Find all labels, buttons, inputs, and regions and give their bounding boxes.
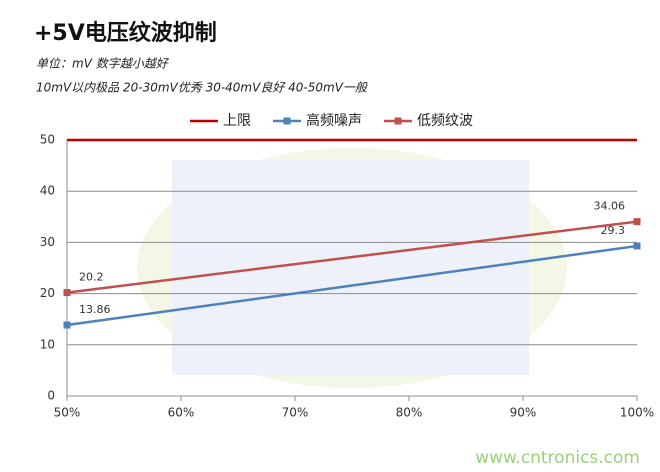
data-label: 29.3 bbox=[601, 224, 626, 237]
watermark: www.cntronics.com bbox=[475, 448, 640, 468]
y-tick-label: 30 bbox=[40, 235, 55, 249]
y-tick-label: 0 bbox=[47, 389, 55, 403]
line bbox=[66, 220, 638, 294]
line bbox=[66, 244, 638, 327]
legend-label: 上限 bbox=[223, 113, 251, 129]
subtitle: 单位：mV 数字越小越好 bbox=[36, 57, 170, 71]
legend-label: 低频纹波 bbox=[417, 113, 473, 129]
x-tick-label: 80% bbox=[396, 406, 423, 420]
legend-label: 高频噪声 bbox=[306, 112, 362, 129]
x-tick-label: 100% bbox=[620, 406, 654, 420]
x-tick-label: 60% bbox=[168, 406, 195, 420]
legend-marker bbox=[394, 117, 402, 125]
y-tick-label: 10 bbox=[40, 337, 55, 351]
x-tick-label: 70% bbox=[282, 406, 309, 420]
y-tick-label: 50 bbox=[40, 133, 55, 147]
subtitle: 10mV以内极品 20-30mV优秀 30-40mV良好 40-50mV一般 bbox=[36, 81, 369, 95]
background-panel bbox=[172, 160, 529, 375]
marker bbox=[63, 289, 71, 297]
marker bbox=[63, 321, 71, 329]
chart-title: +5V电压纹波抑制 bbox=[34, 20, 217, 46]
marker bbox=[633, 242, 641, 250]
data-label: 20.2 bbox=[79, 271, 104, 284]
x-tick-label: 90% bbox=[510, 406, 537, 420]
data-label: 13.86 bbox=[79, 303, 111, 316]
data-label: 34.06 bbox=[594, 200, 626, 213]
y-tick-label: 40 bbox=[40, 184, 55, 198]
legend-marker bbox=[283, 117, 291, 125]
marker bbox=[633, 218, 641, 226]
x-tick-label: 50% bbox=[54, 406, 81, 420]
y-tick-label: 20 bbox=[40, 286, 55, 300]
